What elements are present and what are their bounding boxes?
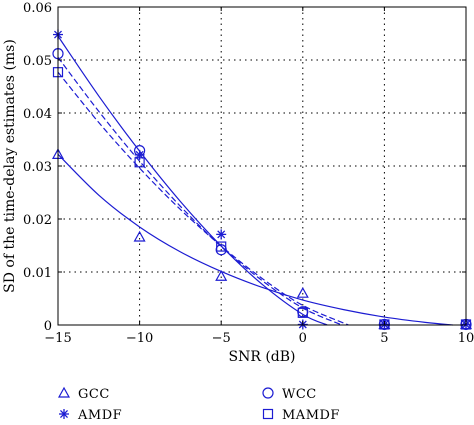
x-tick-label: −15 [44, 331, 71, 346]
star-stroke [60, 410, 68, 418]
legend-symbol-gcc [57, 386, 71, 398]
legend-symbol-mamdf [262, 408, 274, 420]
data-point-mamdf [297, 307, 308, 318]
data-point-mamdf [216, 241, 227, 252]
y-tick-label: 0.03 [23, 160, 52, 175]
fit-curves [57, 35, 453, 326]
y-tick-label: 0.06 [23, 1, 52, 16]
data-point-gcc [215, 270, 228, 281]
x-tick-label: 10 [458, 331, 474, 346]
x-tick-label: 0 [299, 331, 307, 346]
fit-curve-gcc [57, 153, 453, 326]
x-tick-label: −5 [212, 331, 231, 346]
legend-label-mamdf: MAMDF [282, 408, 340, 423]
x-axis-label: SNR (dB) [228, 349, 295, 365]
y-tick-label: 0.05 [23, 54, 52, 69]
legend-entry-mamdf: MAMDF [262, 408, 340, 423]
data-point-mamdf [379, 319, 390, 330]
grid-lines [58, 7, 466, 325]
data-point-amdf [216, 229, 227, 240]
x-tick-label: −10 [126, 331, 153, 346]
x-tick-label: 5 [380, 331, 388, 346]
legend-marker-amdf [59, 409, 69, 419]
legend-marker-mamdf [262, 408, 274, 420]
y-tick-label: 0 [44, 319, 52, 334]
legend-marker-gcc [57, 386, 71, 398]
data-point-gcc [296, 286, 309, 298]
legend-label-amdf: AMDF [77, 408, 122, 423]
legend-entry-wcc: WCC [262, 387, 317, 402]
y-tick-label: 0.04 [23, 107, 52, 122]
fit-curve-mamdf [57, 71, 349, 326]
data-point-gcc [133, 230, 146, 242]
legend-entry-gcc: GCC [57, 386, 110, 402]
legend-symbol-amdf [59, 409, 69, 419]
star-stroke [217, 230, 226, 239]
axis-ticks: −15 −10 −5 0 5 10 0 0.01 0.02 0.03 0.04 0.05 0.06 [23, 1, 474, 346]
y-axis-label: SD of the time-delay estimates (ms) [2, 39, 18, 293]
legend-marker-wcc [262, 387, 274, 399]
legend-entry-amdf: AMDF [59, 408, 122, 423]
legend-symbol-wcc [262, 387, 274, 399]
legend-label-gcc: GCC [78, 387, 110, 402]
y-tick-label: 0.02 [23, 213, 52, 228]
data-point-mamdf [134, 157, 145, 168]
fit-curve-amdf [57, 56, 343, 326]
legend-label-wcc: WCC [282, 387, 317, 402]
legend: GCC WCC AMDF MAMDF [57, 386, 340, 423]
fit-curve-wcc [57, 35, 328, 326]
data-markers [51, 29, 473, 331]
y-tick-label: 0.01 [23, 266, 52, 281]
